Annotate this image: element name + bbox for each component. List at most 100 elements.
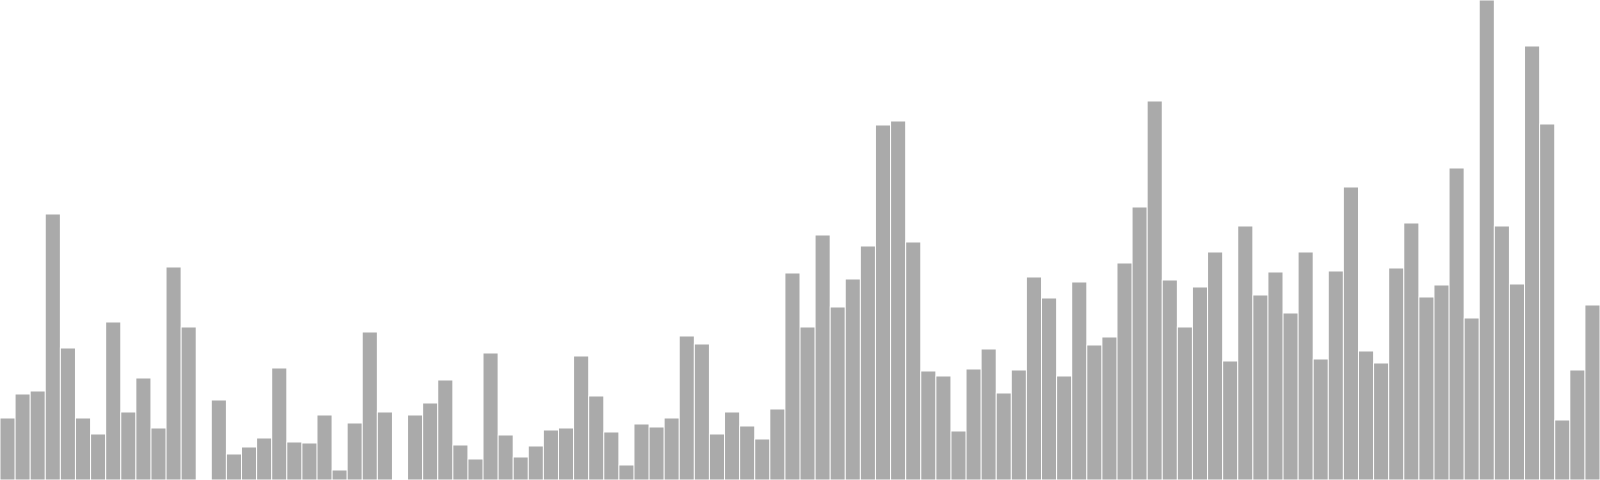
bar <box>1101 336 1118 480</box>
bar <box>44 213 61 480</box>
bar <box>74 417 92 480</box>
bar <box>678 335 695 480</box>
bar <box>1357 350 1375 480</box>
bar <box>0 417 16 480</box>
bar <box>452 444 469 480</box>
bar <box>1191 286 1209 480</box>
bar <box>829 306 846 480</box>
bar <box>1493 225 1510 480</box>
bar <box>1312 358 1329 480</box>
bar <box>603 431 620 480</box>
bar <box>739 425 756 480</box>
bar <box>210 399 227 480</box>
bar <box>859 245 876 480</box>
bar <box>1071 281 1088 480</box>
bar <box>950 430 967 480</box>
bar <box>512 456 529 480</box>
bar <box>527 445 544 480</box>
bar <box>557 427 575 480</box>
bar <box>708 433 726 480</box>
bar <box>1161 279 1178 480</box>
bar <box>920 370 937 480</box>
bar <box>1463 317 1480 480</box>
bar <box>1176 326 1193 480</box>
bar <box>376 411 393 480</box>
bar <box>1403 222 1420 480</box>
bar <box>271 367 288 480</box>
bar <box>1554 419 1571 480</box>
bar <box>1433 284 1450 480</box>
bar <box>1116 262 1133 480</box>
bar <box>1569 369 1586 480</box>
bar <box>165 266 182 480</box>
bar <box>618 464 635 480</box>
bar <box>1327 270 1344 480</box>
bar <box>1388 267 1405 480</box>
bar <box>1207 251 1224 480</box>
bar <box>1297 251 1314 480</box>
bar <box>361 331 378 480</box>
bar <box>225 453 243 480</box>
bar <box>1237 225 1254 480</box>
bar <box>407 414 424 480</box>
bar <box>90 433 107 480</box>
bar <box>663 417 680 480</box>
bar <box>135 377 152 480</box>
bar <box>874 124 892 480</box>
bar <box>1418 296 1435 480</box>
bar <box>1222 360 1239 480</box>
bar <box>1252 294 1269 480</box>
bar <box>965 368 982 480</box>
bar <box>256 437 273 480</box>
bar <box>1056 375 1073 480</box>
bar <box>799 326 816 480</box>
bar <box>331 469 348 480</box>
bar <box>1025 276 1043 480</box>
bar <box>241 446 258 480</box>
bar <box>1342 186 1359 480</box>
bar <box>1524 45 1541 480</box>
bar <box>648 426 665 480</box>
bar <box>1086 344 1103 480</box>
bar <box>1010 369 1027 480</box>
bar <box>1146 100 1163 480</box>
bar <box>346 422 363 480</box>
bar <box>905 241 922 480</box>
bar <box>482 352 499 480</box>
bar <box>1508 283 1526 480</box>
bar <box>542 429 559 480</box>
bar <box>935 375 952 480</box>
bar <box>286 441 303 480</box>
bar <box>633 423 650 480</box>
bar <box>120 411 137 480</box>
bar <box>150 427 167 480</box>
bar <box>1131 206 1148 480</box>
bar <box>784 272 801 480</box>
bar <box>437 379 454 480</box>
bar <box>1584 304 1600 480</box>
bar <box>693 343 710 480</box>
bar <box>995 392 1012 480</box>
bar <box>105 321 122 480</box>
bar <box>724 411 741 480</box>
bar <box>467 458 484 480</box>
bar <box>59 347 76 480</box>
bar <box>1539 123 1556 480</box>
bar <box>1282 312 1299 480</box>
bar <box>1267 271 1284 480</box>
bar <box>573 355 590 480</box>
bar <box>1373 362 1390 480</box>
bar <box>29 390 46 480</box>
bar <box>14 393 31 480</box>
bar <box>1041 297 1058 480</box>
bar <box>814 234 831 480</box>
bar <box>890 120 907 480</box>
bar <box>497 434 514 480</box>
bar <box>754 438 771 480</box>
bar <box>769 408 786 480</box>
bar <box>180 326 197 480</box>
bar <box>588 395 605 480</box>
bar <box>316 414 333 480</box>
